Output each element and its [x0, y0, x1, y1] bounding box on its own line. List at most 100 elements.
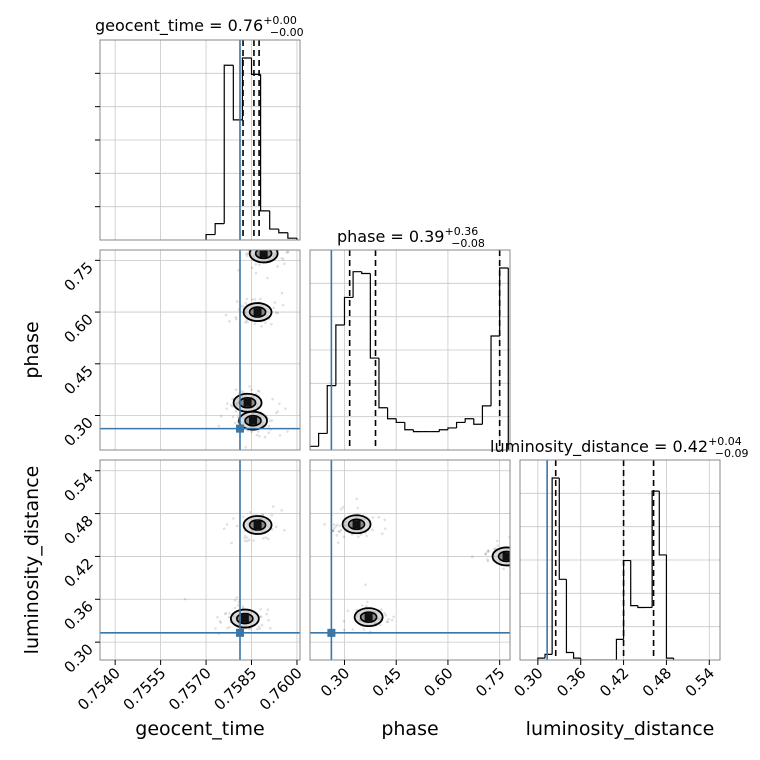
sample-point — [515, 556, 518, 559]
sample-point — [250, 430, 253, 434]
sample-point — [223, 612, 227, 616]
truth-marker-luminosity_distance-vs-phase — [327, 628, 336, 637]
sample-point — [244, 534, 247, 538]
ytick-label-phase-1: 0.45 — [60, 362, 96, 398]
ylabel-luminosity_distance: luminosity_distance — [21, 466, 43, 655]
xtick-label-phase-1: 0.45 — [369, 664, 405, 700]
histogram-geocent_time — [205, 40, 298, 240]
frame-phase-hist — [309, 249, 511, 451]
sample-point — [381, 532, 384, 536]
sample-point — [270, 513, 274, 517]
sample-point — [512, 548, 515, 551]
sample-point — [516, 563, 519, 566]
sample-point — [246, 252, 250, 255]
hist-bin-luminosity-distance-3 — [558, 478, 567, 580]
sample-point — [235, 300, 239, 303]
hist-bin-geocent-time-0 — [205, 233, 216, 240]
sample-point — [522, 551, 525, 554]
sample-point — [266, 537, 270, 541]
sample-point — [228, 625, 231, 629]
ytick-label-phase-0: 0.30 — [60, 414, 96, 450]
sample-point — [225, 407, 228, 410]
hist-bin-phase-15 — [438, 429, 448, 432]
sample-point — [278, 434, 282, 437]
hist-bin-phase-8 — [378, 358, 388, 409]
sample-point — [378, 623, 382, 627]
sample-point — [261, 536, 265, 540]
sample-point — [265, 612, 269, 616]
sample-point — [273, 301, 277, 304]
sample-point — [515, 556, 518, 559]
hist-bin-phase-22 — [499, 267, 509, 337]
sample-point — [332, 523, 336, 526]
sample-point — [383, 611, 386, 615]
hist-bin-phase-19 — [473, 418, 483, 425]
sample-point — [274, 411, 278, 415]
xlabel-phase: phase — [381, 718, 438, 740]
sample-point — [216, 616, 219, 619]
sample-point — [521, 552, 524, 555]
hist-bin-phase-7 — [369, 273, 379, 359]
sample-point — [272, 306, 276, 310]
sample-point — [301, 405, 304, 408]
sample-point — [250, 245, 253, 248]
sample-point — [226, 626, 229, 630]
sample-point — [486, 550, 489, 554]
sample-point — [224, 611, 228, 615]
sample-point — [219, 621, 223, 624]
hist-bin-phase-11 — [404, 422, 414, 431]
sample-point — [232, 517, 235, 520]
hist-bin-luminosity-distance-14 — [637, 605, 645, 609]
sample-point — [243, 539, 247, 543]
hist-bin-phase-16 — [447, 427, 457, 430]
density-peak-luminosity_distance-vs-geocent_time-1 — [253, 521, 262, 529]
ytick-label-luminosity-distance-4: 0.54 — [60, 469, 96, 505]
title-luminosity_distance: luminosity_distance = 0.42+0.04 −0.09 — [490, 435, 749, 460]
density-peak-phase-vs-geocent_time-1 — [249, 416, 258, 425]
xtick-label-phase-2: 0.60 — [420, 664, 456, 700]
sample-point — [245, 241, 248, 244]
histogram-phase — [310, 250, 509, 450]
sample-point — [267, 618, 270, 622]
hist-bin-geocent-time-7 — [269, 210, 279, 230]
sample-point — [230, 247, 233, 250]
hist-bin-luminosity-distance-11 — [615, 638, 624, 660]
sample-point — [510, 560, 513, 563]
density-peak-luminosity_distance-vs-geocent_time-0 — [240, 614, 249, 623]
xtick-label-luminosity-distance-1: 0.36 — [553, 664, 589, 700]
sample-point — [342, 535, 346, 539]
sample-point — [516, 566, 519, 569]
sample-point — [272, 233, 275, 236]
ytick-label-phase-2: 0.60 — [60, 310, 96, 346]
sample-point — [258, 627, 261, 630]
sample-point — [237, 269, 240, 272]
hist-bin-luminosity-distance-18 — [665, 554, 674, 659]
hist-bin-phase-18 — [464, 418, 474, 423]
sample-point — [245, 536, 249, 540]
hist-bin-phase-20 — [481, 405, 492, 425]
ytick-label-luminosity-distance-2: 0.42 — [60, 555, 96, 591]
sample-point — [243, 536, 246, 540]
hist-bin-luminosity-distance-2 — [551, 477, 560, 655]
sample-point — [285, 251, 288, 255]
sample-point — [274, 247, 277, 250]
sample-point — [332, 526, 336, 530]
sample-point — [270, 419, 274, 422]
ytick-label-luminosity-distance-3: 0.48 — [60, 512, 96, 548]
sample-point — [257, 430, 260, 433]
sample-point — [267, 424, 271, 428]
sample-point — [383, 527, 387, 530]
sample-point — [257, 625, 261, 628]
sample-point — [334, 525, 338, 528]
sample-point — [515, 542, 518, 545]
sample-point — [346, 609, 350, 613]
sample-point — [515, 555, 518, 558]
hist-bin-luminosity-distance-0 — [537, 657, 545, 660]
sample-point — [516, 554, 519, 557]
frame-luminosity_distance-hist — [519, 459, 721, 661]
hist-bin-geocent-time-8 — [278, 229, 288, 234]
sample-point — [254, 271, 258, 275]
hist-bin-luminosity-distance-1 — [544, 653, 553, 659]
sample-point — [240, 390, 244, 393]
sample-point — [250, 266, 254, 270]
